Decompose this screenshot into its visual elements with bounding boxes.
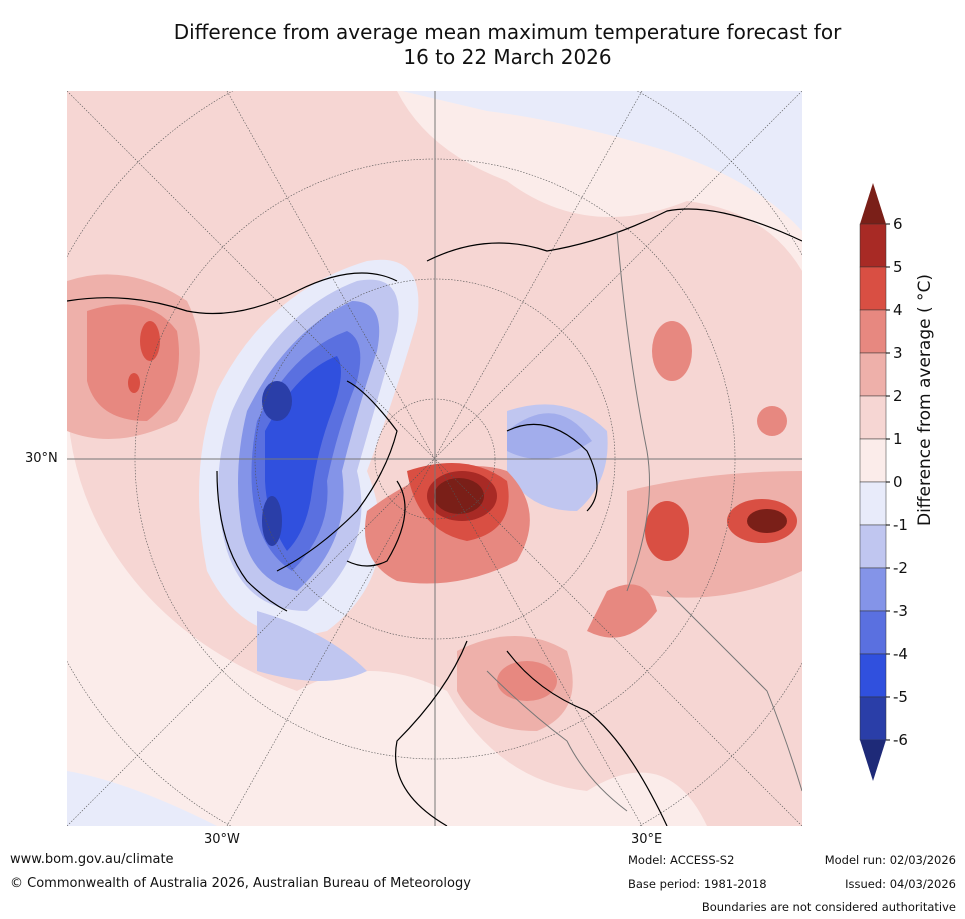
- colorbar-tick-label: 2: [893, 387, 903, 405]
- colorbar-tick-label: -3: [893, 602, 908, 620]
- footer-copyright: © Commonwealth of Australia 2026, Austra…: [10, 876, 471, 891]
- footer-model: Model: ACCESS-S2: [628, 853, 735, 867]
- anomaly-region: [262, 496, 282, 546]
- lon-label: 30°E: [631, 832, 663, 847]
- colorbar-tick-label: -4: [893, 645, 908, 663]
- footer-issued: Issued: 04/03/2026: [845, 877, 956, 891]
- colorbar-band: [859, 567, 887, 612]
- colorbar-tick-label: 4: [893, 301, 903, 319]
- colorbar-tick-label: -1: [893, 516, 908, 534]
- colorbar-tick-label: 1: [893, 430, 903, 448]
- anomaly-region: [128, 373, 140, 393]
- colorbar-over-arrow: [860, 183, 886, 224]
- anomaly-region: [67, 771, 217, 826]
- anomaly-region: [587, 584, 657, 638]
- anomaly-region: [645, 501, 689, 561]
- colorbar-tick-label: 6: [893, 215, 903, 233]
- footer-disclaimer: Boundaries are not considered authoritat…: [701, 900, 956, 914]
- anomaly-region: [140, 321, 160, 361]
- colorbar-tick-label: 5: [893, 258, 903, 276]
- chart-title: Difference from average mean maximum tem…: [100, 20, 915, 70]
- footer-url[interactable]: www.bom.gov.au/climate: [10, 852, 174, 867]
- colorbar-band: [859, 481, 887, 526]
- colorbar-band: [859, 653, 887, 698]
- colorbar-band: [859, 352, 887, 397]
- lon-label: 30°W: [204, 832, 240, 847]
- footer-model-run: Model run: 02/03/2026: [824, 853, 956, 867]
- anomaly-region: [434, 478, 484, 514]
- coastlines: [67, 208, 802, 826]
- colorbar-band: [859, 696, 887, 741]
- footer-base-period: Base period: 1981-2018: [628, 877, 767, 891]
- lat-label: 30°N: [25, 451, 58, 466]
- colorbar-tick-label: -2: [893, 559, 908, 577]
- colorbar-tick-label: -6: [893, 731, 908, 749]
- colorbar-tick-label: -5: [893, 688, 908, 706]
- colorbar: 6 5 4 3 2 1 0 -1 -2 -3 -4 -5 -6: [859, 183, 908, 781]
- anomaly-region: [747, 509, 787, 533]
- anomaly-region: [257, 611, 367, 681]
- colorbar-band: [859, 524, 887, 569]
- colorbar-band: [859, 438, 887, 483]
- anomaly-region: [262, 381, 292, 421]
- colorbar-band: [859, 610, 887, 655]
- anomaly-region: [652, 321, 692, 381]
- title-line-2: 16 to 22 March 2026: [403, 45, 612, 69]
- anomaly-region: [402, 91, 802, 231]
- colorbar-band: [859, 309, 887, 354]
- colorbar-label: Difference from average ( °C): [915, 273, 935, 527]
- country-borders: [486, 230, 802, 812]
- anomaly-region: [497, 661, 557, 701]
- colorbar-under-arrow: [860, 740, 886, 781]
- colorbar-tick-label: 0: [893, 473, 903, 491]
- colorbar-band: [859, 266, 887, 311]
- colorbar-tick-label: 3: [893, 344, 903, 362]
- title-line-1: Difference from average mean maximum tem…: [173, 20, 842, 44]
- temperature-anomaly-map: [67, 91, 802, 826]
- anomaly-region: [757, 406, 787, 436]
- colorbar-band: [859, 223, 887, 268]
- colorbar-band: [859, 395, 887, 440]
